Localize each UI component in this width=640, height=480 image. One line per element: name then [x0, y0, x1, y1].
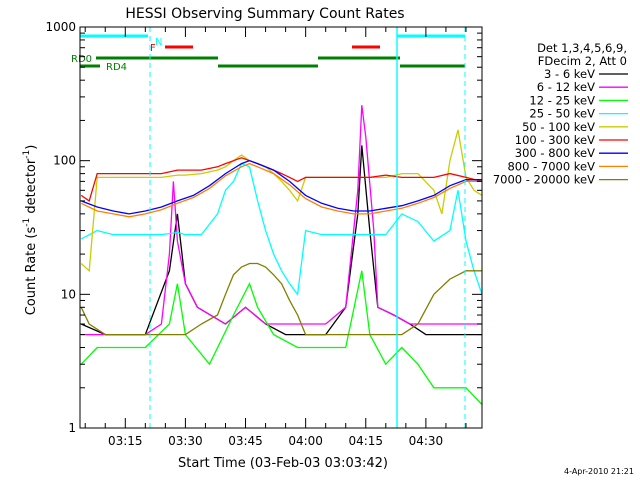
- legend-entry-label: 6 - 12 keV: [537, 80, 595, 94]
- y-axis-ticks: 1 10 100 1000: [45, 20, 482, 435]
- series-line: [81, 105, 482, 336]
- series-line: [80, 262, 482, 336]
- x-tick-label: 03:30: [168, 434, 203, 448]
- f-flag-label: F: [150, 43, 156, 54]
- plot-frame: [79, 26, 483, 429]
- legend-entry-label: 3 - 6 keV: [544, 67, 595, 81]
- legend-entry-label: 100 - 300 keV: [515, 133, 595, 147]
- legend: Det 1,3,4,5,6,9,FDecim 2, Att 03 - 6 keV…: [493, 41, 628, 187]
- series-line: [80, 270, 482, 405]
- series-line: [80, 129, 482, 273]
- n-flag-label: N: [155, 37, 162, 48]
- legend-entry-label: 50 - 100 keV: [522, 120, 595, 134]
- legend-entry-label: 25 - 50 keV: [529, 107, 595, 121]
- legend-entry-label: 800 - 7000 keV: [507, 159, 595, 173]
- y-tick-label: 1000: [45, 20, 76, 34]
- series-line: [80, 162, 482, 296]
- legend-entry-label: 7000 - 20000 keV: [493, 173, 595, 187]
- legend-entry-label: 300 - 800 keV: [515, 146, 595, 160]
- y-tick-label: 1: [68, 421, 76, 435]
- x-axis-label: Start Time (03-Feb-03 03:03:42): [178, 456, 388, 471]
- legend-entry-label: 12 - 25 keV: [529, 93, 595, 107]
- series-lines: [80, 105, 482, 405]
- chart-title: HESSI Observing Summary Count Rates: [125, 6, 404, 22]
- series-line: [80, 160, 482, 215]
- footer-timestamp: 4-Apr-2010 21:21: [564, 467, 634, 476]
- x-tick-label: 03:45: [228, 434, 263, 448]
- x-tick-label: 03:15: [108, 434, 143, 448]
- y-axis-label: Count Rate (s-1 detector-1): [22, 145, 39, 316]
- x-tick-label: 04:30: [409, 434, 444, 448]
- series-line: [80, 162, 482, 218]
- rd4-label: RD4: [106, 62, 127, 73]
- y-tick-label: 10: [61, 287, 76, 301]
- y-tick-label: 100: [53, 154, 76, 168]
- rd0-label: RD0: [71, 54, 92, 65]
- state-bars: NF RD0 RD4: [71, 27, 466, 428]
- legend-header: FDecim 2, Att 0: [538, 54, 627, 68]
- x-axis-ticks: 03:15 03:30 03:45 04:00 04:15 04:30: [84, 27, 467, 448]
- x-tick-label: 04:15: [348, 434, 383, 448]
- x-tick-label: 04:00: [288, 434, 323, 448]
- legend-header: Det 1,3,4,5,6,9,: [537, 41, 627, 55]
